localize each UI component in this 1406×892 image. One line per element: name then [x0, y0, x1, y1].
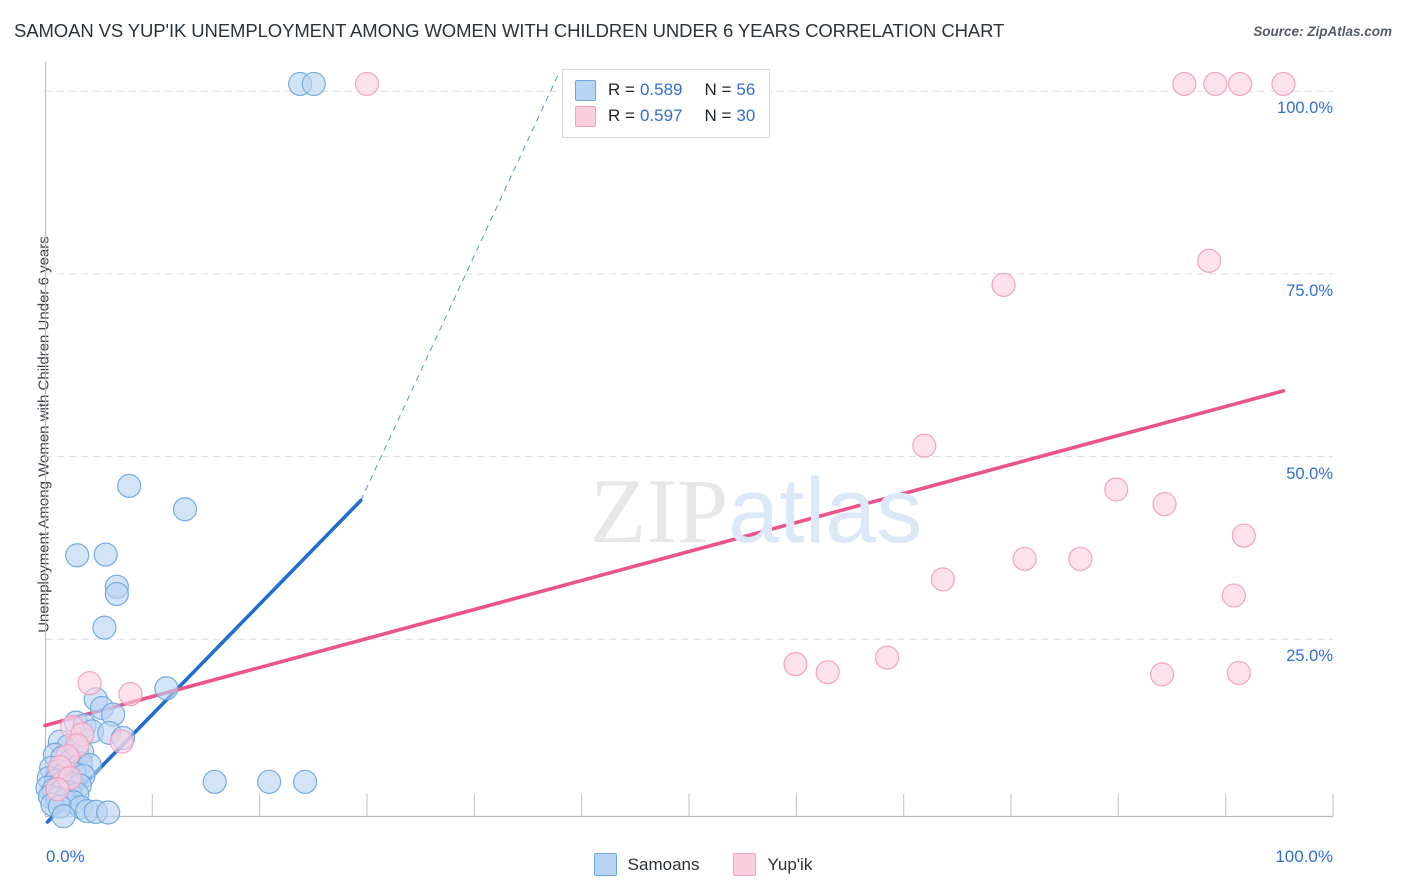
data-point[interactable]	[1149, 662, 1175, 687]
y-tick-label: 75.0%	[1286, 281, 1333, 300]
data-point[interactable]	[96, 800, 121, 825]
data-point[interactable]	[45, 777, 70, 802]
scatter-plot-area: ZIPatlas	[35, 62, 1334, 829]
samoans-r-value: 0.589	[639, 80, 683, 99]
yupik-n-key: N =	[704, 106, 732, 125]
y-tick-label: 100.0%	[1277, 99, 1333, 118]
data-point[interactable]	[1203, 71, 1228, 97]
x-tick-label: 100.0%	[1275, 847, 1333, 866]
legend-item-yupik[interactable]: Yup'ik	[733, 853, 812, 876]
data-point[interactable]	[301, 71, 326, 97]
y-tick-label: 25.0%	[1286, 647, 1333, 666]
data-point[interactable]	[1221, 583, 1247, 608]
yupik-legend-label: Yup'ik	[767, 854, 813, 874]
data-point[interactable]	[1226, 660, 1251, 686]
series-legend: Samoans Yup'ik	[0, 853, 1406, 876]
data-point[interactable]	[815, 660, 840, 685]
data-point[interactable]	[783, 652, 808, 677]
data-point[interactable]	[93, 542, 118, 567]
data-point[interactable]	[104, 581, 129, 607]
data-point[interactable]	[1068, 546, 1093, 572]
stats-row-samoans: R = 0.589 N = 56	[575, 77, 755, 103]
data-point[interactable]	[1197, 248, 1222, 273]
data-point[interactable]	[118, 682, 143, 707]
data-point[interactable]	[292, 769, 318, 794]
yupik-r-value: 0.597	[639, 106, 683, 125]
samoans-n-value: 56	[736, 80, 756, 99]
data-point[interactable]	[1228, 71, 1253, 97]
data-point[interactable]	[109, 729, 134, 754]
data-point[interactable]	[354, 71, 380, 97]
stats-row-yupik: R = 0.597 N = 30	[575, 103, 755, 129]
data-point[interactable]	[65, 543, 90, 568]
data-point[interactable]	[77, 671, 102, 696]
yupik-n-value: 30	[736, 106, 756, 125]
data-point[interactable]	[92, 615, 117, 640]
data-point[interactable]	[875, 645, 900, 670]
data-point[interactable]	[1172, 71, 1197, 97]
data-point[interactable]	[912, 433, 937, 458]
page-title: SAMOAN VS YUP'IK UNEMPLOYMENT AMONG WOME…	[14, 20, 1005, 41]
yupik-legend-swatch-icon	[733, 853, 757, 876]
data-point[interactable]	[257, 769, 282, 794]
y-tick-label: 50.0%	[1286, 464, 1333, 483]
data-point[interactable]	[930, 567, 955, 592]
data-point[interactable]	[202, 769, 227, 794]
data-point[interactable]	[1231, 523, 1256, 548]
data-point[interactable]	[154, 676, 179, 701]
legend-item-samoans[interactable]: Samoans	[593, 853, 700, 876]
samoans-swatch-icon	[575, 79, 596, 101]
data-point[interactable]	[172, 497, 198, 522]
data-point[interactable]	[1012, 546, 1037, 572]
samoans-r-key: R =	[608, 80, 635, 99]
chart-canvas	[35, 62, 1334, 829]
data-point[interactable]	[1271, 71, 1296, 97]
points-yupik	[45, 71, 1296, 802]
points-samoans	[35, 71, 326, 829]
samoans-n-key: N =	[704, 80, 732, 99]
samoans-legend-swatch-icon	[593, 853, 617, 876]
source-label: Source: ZipAtlas.com	[1253, 24, 1392, 39]
samoans-legend-label: Samoans	[627, 854, 700, 874]
data-point[interactable]	[991, 272, 1016, 297]
correlation-stats-legend: R = 0.589 N = 56 R = 0.597 N = 30	[562, 69, 771, 138]
data-point[interactable]	[1104, 477, 1129, 502]
x-tick-label: 0.0%	[46, 847, 85, 866]
yupik-swatch-icon	[575, 105, 596, 127]
trendline-samoans	[45, 72, 560, 824]
yupik-r-key: R =	[608, 106, 635, 125]
data-point[interactable]	[1152, 492, 1177, 517]
data-point[interactable]	[117, 473, 142, 498]
trendline-yupik	[43, 389, 1286, 728]
data-point[interactable]	[51, 804, 76, 829]
